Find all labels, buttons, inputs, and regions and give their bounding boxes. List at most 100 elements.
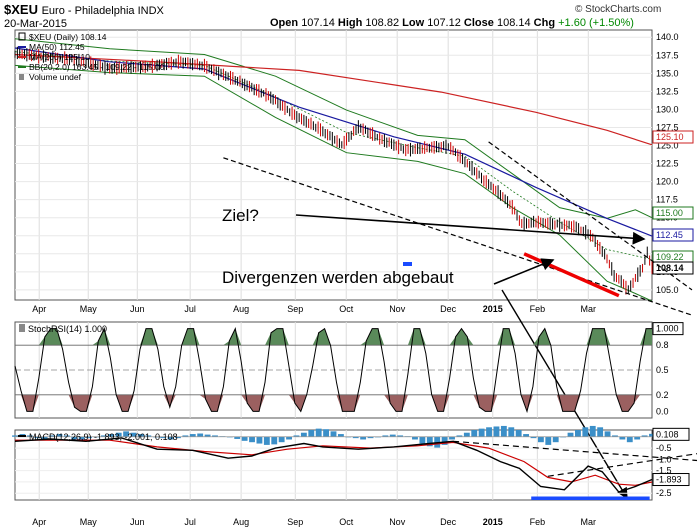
macd-value-label: 0.108 (656, 429, 679, 439)
macd-histogram-bar (530, 436, 537, 439)
macd-histogram-bar (12, 435, 18, 437)
macd-y-tick-label: -1.0 (656, 454, 672, 464)
macd-histogram-bar (456, 435, 463, 437)
macd-histogram-bar (204, 434, 211, 437)
low-value: 107.12 (427, 17, 461, 29)
bb-lower-line (14, 64, 653, 302)
macd-histogram-bar (523, 434, 530, 437)
stochrsi-y-tick-label: 1.000 (656, 324, 679, 334)
price-y-tick-label: 137.5 (656, 50, 679, 60)
macd-histogram-bar (441, 436, 448, 445)
macd-y-tick-label: -0.5 (656, 443, 672, 453)
macd-histogram-bar (649, 433, 655, 437)
bb-mid-line (14, 51, 653, 260)
macd-histogram-bar (234, 436, 241, 439)
resistance-trendline (488, 141, 693, 291)
macd-value-tag (652, 473, 690, 487)
stochrsi-line (14, 326, 652, 414)
high-value: 108.82 (365, 17, 400, 29)
annotation-ziel: Ziel? (222, 206, 259, 225)
macd-histogram-bar (582, 427, 589, 437)
macd-histogram-bar (123, 431, 130, 437)
macd-histogram-bar (100, 435, 107, 437)
price-legend-entry: MA(50) 112.45 (29, 42, 85, 52)
x-tick-label-top: May (80, 304, 98, 314)
macd-histogram-bar (552, 436, 559, 443)
x-tick-label-top: Nov (389, 304, 406, 314)
x-tick-label-top: Jun (130, 304, 145, 314)
price-y-tick-label: 132.5 (656, 86, 679, 96)
stochrsi-y-tick-label: 0.5 (656, 365, 669, 375)
price-y-tick-label: 140.0 (656, 32, 679, 42)
chg-value: +1.60 (+1.50%) (558, 17, 634, 29)
macd-histogram-bar (189, 434, 196, 437)
macd-histogram-bar (604, 431, 611, 437)
x-tick-label-bottom: Nov (389, 517, 406, 527)
stochrsi-y-tick-label: 0.2 (656, 390, 669, 400)
price-legend-entry: BB(20,2.0) 103.45 - 109.22 - 115.00 (29, 62, 165, 72)
x-tick-label-bottom: 2015 (483, 517, 503, 527)
macd-histogram-bar (49, 435, 55, 437)
macd-histogram-bar (367, 436, 374, 439)
x-tick-label-top: Dec (440, 304, 457, 314)
macd-histogram-bar (63, 435, 70, 437)
macd-histogram-bar (212, 435, 218, 437)
chart-date: 20-Mar-2015 (4, 18, 67, 30)
macd-histogram-bar (271, 436, 278, 445)
x-tick-label-bottom: Dec (440, 517, 457, 527)
macd-histogram-bar (249, 436, 255, 443)
macd-histogram-bar (619, 436, 626, 440)
x-tick-label-top: Apr (32, 304, 46, 314)
macd-histogram-bar (337, 434, 344, 437)
macd-histogram-bar (308, 430, 315, 437)
price-y-tick-label: 130.0 (656, 104, 679, 114)
price-y-tick-label: 127.5 (656, 122, 679, 132)
macd-histogram-bar (508, 427, 515, 437)
source-credit: © StockCharts.com (575, 4, 662, 15)
price-value-tag (652, 228, 694, 242)
macd-value-tag (652, 427, 690, 441)
close-value: 108.14 (496, 17, 531, 29)
macd-y-tick-label: -1.5 (656, 466, 672, 476)
macd-histogram-bar (515, 430, 522, 437)
macd-histogram-bar (589, 425, 596, 437)
support-trendline (223, 157, 693, 316)
legend-swatch (19, 74, 24, 80)
macd-histogram-bar (449, 436, 455, 440)
stochrsi-y-tick-label: 0.0 (656, 406, 669, 416)
macd-histogram-bar (78, 436, 85, 441)
low-label: Low (402, 17, 425, 29)
x-tick-label-top: Feb (530, 304, 546, 314)
price-y-tick-label: 117.5 (656, 195, 678, 205)
x-tick-label-bottom: Aug (233, 517, 249, 527)
macd-histogram-bar (567, 432, 574, 437)
macd-histogram-bar (323, 429, 330, 437)
price-legend-entry: $XEU (Daily) 108.14 (29, 32, 107, 42)
macd-trendline-upper (453, 440, 698, 462)
index-name: Euro - Philadelphia INDX (41, 5, 164, 17)
macd-histogram-bar (241, 436, 248, 441)
macd-y-tick-label: -2.5 (656, 488, 672, 498)
macd-histogram-bar (130, 432, 137, 437)
macd-histogram-bar (575, 430, 581, 437)
x-tick-label-bottom: Apr (32, 517, 46, 527)
macd-histogram-bar (471, 430, 478, 437)
macd-histogram-bar (145, 435, 152, 437)
annotation-blue-dash (403, 262, 412, 266)
price-legend-entry: Volume undef (29, 72, 82, 82)
price-value-tag (652, 130, 694, 144)
chg-label: Chg (533, 17, 556, 29)
macd-histogram-bar (263, 436, 270, 445)
divergence-arrow-up (493, 258, 555, 285)
high-label: High (337, 17, 363, 29)
macd-histogram-bar (86, 436, 92, 439)
macd-histogram-bar (293, 435, 300, 437)
x-tick-label-bottom: Mar (581, 517, 597, 527)
x-tick-label-top: Sep (287, 304, 303, 314)
macd-histogram-bar (115, 432, 122, 437)
macd-histogram-bar (41, 436, 48, 440)
price-y-tick-label: 125.0 (656, 141, 679, 151)
x-tick-label-bottom: Oct (339, 517, 354, 527)
macd-histogram-bar (286, 436, 292, 440)
